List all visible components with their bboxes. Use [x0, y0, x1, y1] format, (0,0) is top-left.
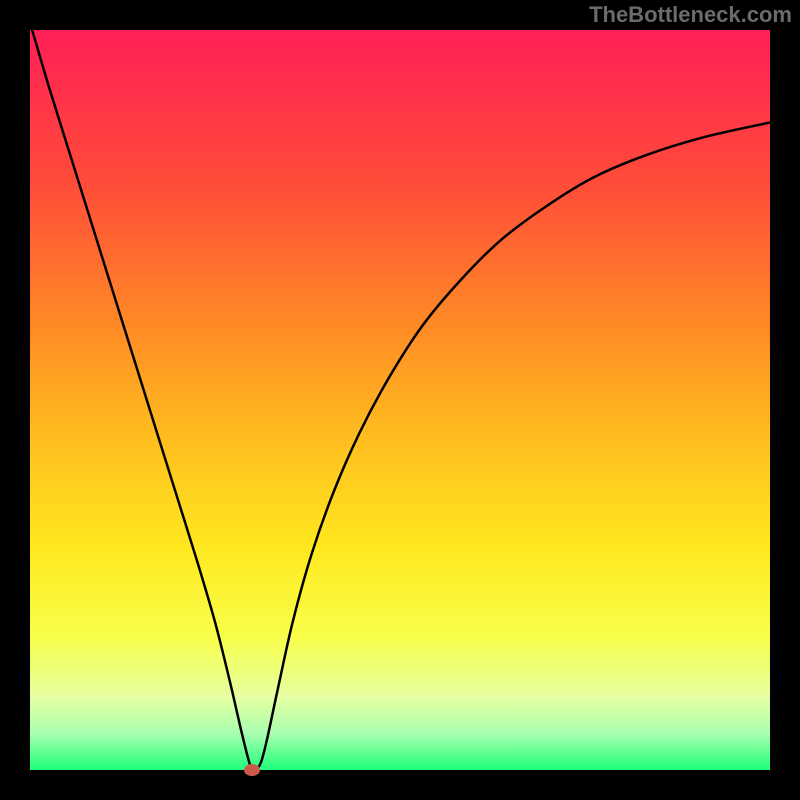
bottleneck-chart [0, 0, 800, 800]
plot-background [30, 30, 770, 770]
minimum-marker [244, 764, 260, 776]
chart-container: TheBottleneck.com [0, 0, 800, 800]
